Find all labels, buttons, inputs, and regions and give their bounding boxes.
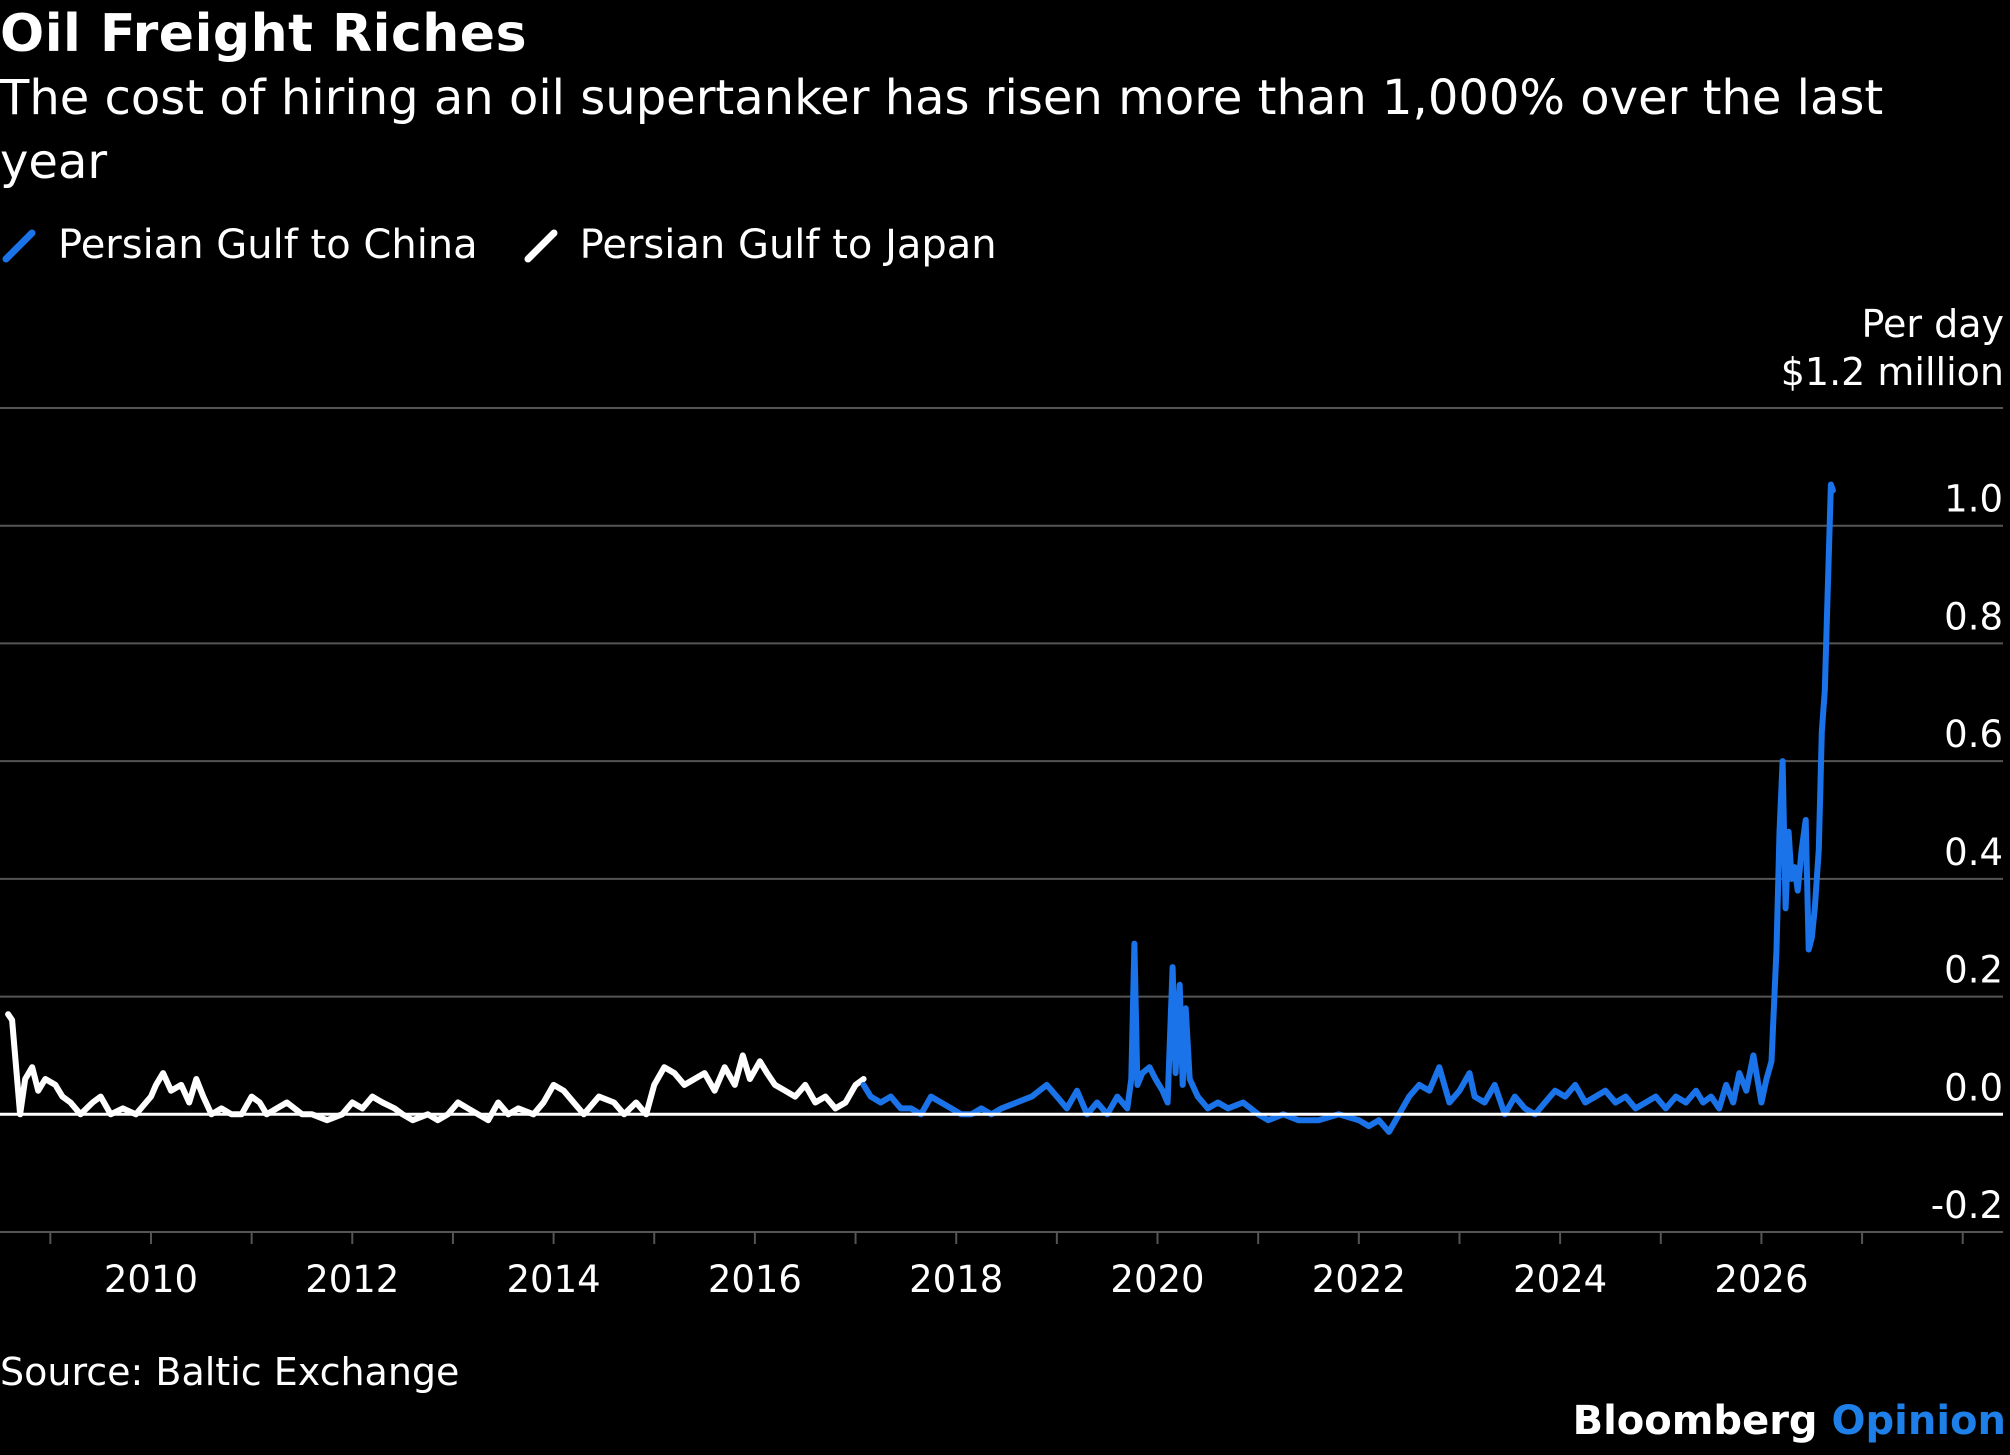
y-tick-label: 0.0 (1944, 1066, 2003, 1109)
unit-label-line2: $1.2 million (1780, 350, 2004, 394)
slash-line-icon (2, 229, 36, 263)
y-tick-label: 0.4 (1944, 831, 2003, 874)
chart-title: Oil Freight Riches (0, 4, 528, 64)
legend: Persian Gulf to China Persian Gulf to Ja… (0, 222, 1041, 268)
x-tick-label: 2026 (1714, 1258, 1808, 1301)
series-line-japan (5, 1011, 867, 1124)
y-tick-label: 0.6 (1944, 713, 2003, 756)
brand-accent: Opinion (1831, 1398, 2007, 1444)
x-tick-label: 2010 (104, 1258, 198, 1301)
legend-label-japan: Persian Gulf to Japan (579, 222, 997, 268)
x-tick-label: 2014 (507, 1258, 601, 1301)
chart-subtitle: The cost of hiring an oil supertanker ha… (0, 70, 1884, 190)
unit-label: Per day $1.2 million (1781, 300, 2004, 396)
x-tick-label: 2018 (909, 1258, 1003, 1301)
brand-name: Bloomberg (1572, 1398, 1818, 1444)
y-tick-label: -0.2 (1931, 1184, 2003, 1227)
source-note: Source: Baltic Exchange (0, 1350, 460, 1394)
slash-line-icon (524, 229, 558, 263)
brand-logo: Bloomberg Opinion (1573, 1398, 2006, 1444)
legend-swatch-china (2, 229, 36, 263)
legend-item-china: Persian Gulf to China (0, 222, 478, 268)
unit-label-line1: Per day (1861, 302, 2004, 346)
x-tick-label: 2012 (305, 1258, 399, 1301)
legend-label-china: Persian Gulf to China (58, 222, 478, 268)
y-tick-label: 0.2 (1944, 949, 2003, 992)
legend-item-japan: Persian Gulf to Japan (522, 222, 997, 268)
y-tick-label: 1.0 (1944, 478, 2003, 521)
series-line-china (860, 481, 1836, 1135)
x-tick-label: 2016 (708, 1258, 802, 1301)
x-tick-label: 2024 (1513, 1258, 1607, 1301)
y-tick-label: 0.8 (1944, 595, 2003, 638)
x-tick-label: 2022 (1312, 1258, 1406, 1301)
x-tick-label: 2020 (1110, 1258, 1204, 1301)
legend-swatch-japan (524, 229, 558, 263)
